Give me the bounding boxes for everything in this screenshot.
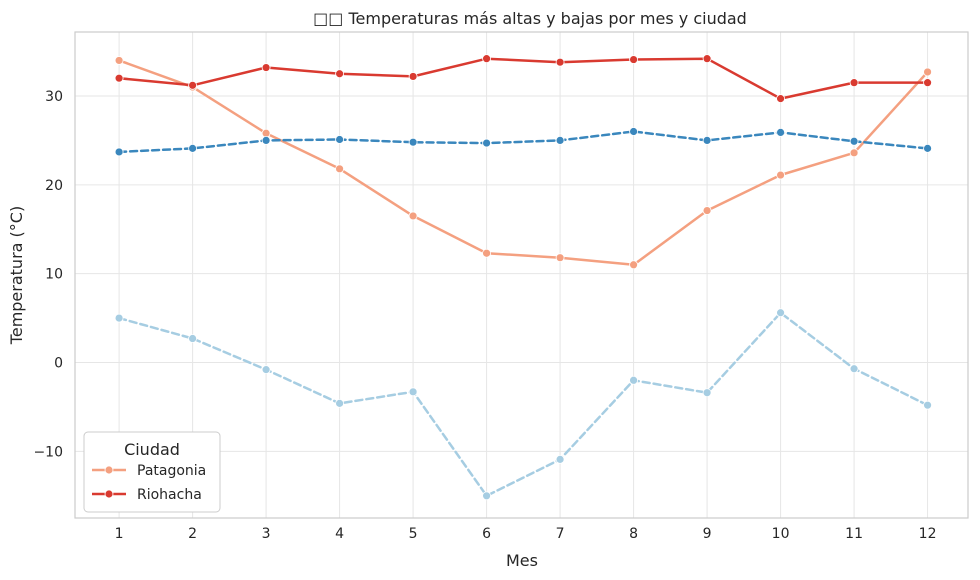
x-tick-label: 6 bbox=[482, 526, 491, 542]
data-point bbox=[114, 147, 124, 157]
data-point bbox=[114, 73, 124, 83]
data-point bbox=[702, 135, 712, 145]
data-point bbox=[702, 54, 712, 64]
x-tick-label: 5 bbox=[409, 526, 418, 542]
series-0 bbox=[114, 56, 932, 270]
x-tick-label: 1 bbox=[115, 526, 124, 542]
legend-title: Ciudad bbox=[124, 440, 180, 459]
data-point bbox=[849, 364, 859, 374]
data-point bbox=[408, 211, 418, 221]
legend-label-riohacha: Riohacha bbox=[137, 487, 202, 503]
data-point bbox=[114, 313, 124, 323]
data-point bbox=[555, 253, 565, 263]
legend: Ciudad Patagonia Riohacha bbox=[83, 431, 221, 513]
data-point bbox=[629, 375, 638, 385]
x-tick-label: 12 bbox=[919, 526, 937, 542]
data-point bbox=[261, 365, 271, 375]
data-point bbox=[188, 334, 197, 343]
data-point bbox=[482, 491, 491, 501]
series-line-1 bbox=[117, 57, 929, 100]
y-tick-label: −10 bbox=[33, 444, 63, 460]
series-2 bbox=[114, 127, 932, 157]
y-tick-label: 30 bbox=[45, 89, 63, 105]
data-point bbox=[629, 127, 638, 136]
data-point bbox=[555, 57, 565, 67]
x-tick-label: 4 bbox=[335, 526, 344, 542]
data-point bbox=[849, 78, 859, 88]
y-tick-label: 10 bbox=[45, 267, 63, 283]
plot-frame bbox=[74, 31, 969, 519]
series-1 bbox=[114, 54, 932, 104]
series-line-2 bbox=[117, 130, 929, 154]
data-point bbox=[629, 55, 638, 64]
y-axis-ticks: −10 0 10 20 30 bbox=[33, 89, 63, 460]
series-3 bbox=[114, 308, 932, 501]
data-point bbox=[335, 135, 344, 144]
data-point bbox=[923, 78, 932, 88]
data-point bbox=[408, 387, 418, 397]
data-point bbox=[629, 260, 638, 270]
data-point bbox=[776, 308, 785, 318]
x-tick-label: 11 bbox=[845, 526, 863, 542]
y-axis-label: Temperatura (°C) bbox=[7, 206, 26, 345]
data-point bbox=[923, 67, 932, 77]
data-point bbox=[114, 56, 124, 65]
data-point bbox=[261, 63, 271, 72]
data-point bbox=[849, 136, 859, 146]
x-tick-label: 2 bbox=[188, 526, 197, 542]
legend-marker-riohacha bbox=[104, 489, 114, 499]
x-axis-ticks: 1 2 3 4 5 6 7 8 9 10 11 12 bbox=[115, 526, 937, 542]
data-point bbox=[555, 135, 565, 145]
data-point bbox=[188, 143, 197, 153]
x-tick-label: 8 bbox=[629, 526, 638, 542]
data-point bbox=[923, 400, 932, 410]
series-line-0 bbox=[117, 59, 929, 267]
data-point bbox=[702, 388, 712, 398]
data-point bbox=[335, 398, 344, 408]
data-point bbox=[482, 54, 491, 64]
legend-marker-patagonia bbox=[104, 465, 114, 475]
data-point bbox=[776, 127, 785, 137]
data-point bbox=[188, 80, 197, 90]
y-tick-label: 20 bbox=[45, 178, 63, 194]
data-point bbox=[702, 206, 712, 215]
x-tick-label: 3 bbox=[262, 526, 271, 542]
chart-title: □□ Temperaturas más altas y bajas por me… bbox=[313, 9, 747, 28]
y-tick-label: 0 bbox=[54, 356, 63, 372]
data-point bbox=[482, 138, 491, 148]
data-point bbox=[261, 135, 271, 145]
legend-box bbox=[83, 431, 221, 513]
x-tick-label: 10 bbox=[772, 526, 790, 542]
x-tick-label: 9 bbox=[703, 526, 712, 542]
series-line-3 bbox=[117, 311, 929, 498]
data-point bbox=[408, 72, 418, 81]
series-layer bbox=[114, 54, 932, 501]
x-tick-label: 7 bbox=[556, 526, 565, 542]
data-point bbox=[776, 170, 785, 180]
data-point bbox=[555, 454, 565, 464]
data-point bbox=[335, 164, 344, 174]
x-axis-label: Mes bbox=[506, 551, 538, 570]
data-point bbox=[482, 248, 491, 258]
data-point bbox=[849, 148, 859, 158]
grid bbox=[75, 32, 968, 518]
data-point bbox=[408, 137, 418, 147]
data-point bbox=[923, 143, 932, 153]
data-point bbox=[776, 94, 785, 104]
data-point bbox=[335, 69, 344, 79]
legend-label-patagonia: Patagonia bbox=[137, 463, 206, 479]
